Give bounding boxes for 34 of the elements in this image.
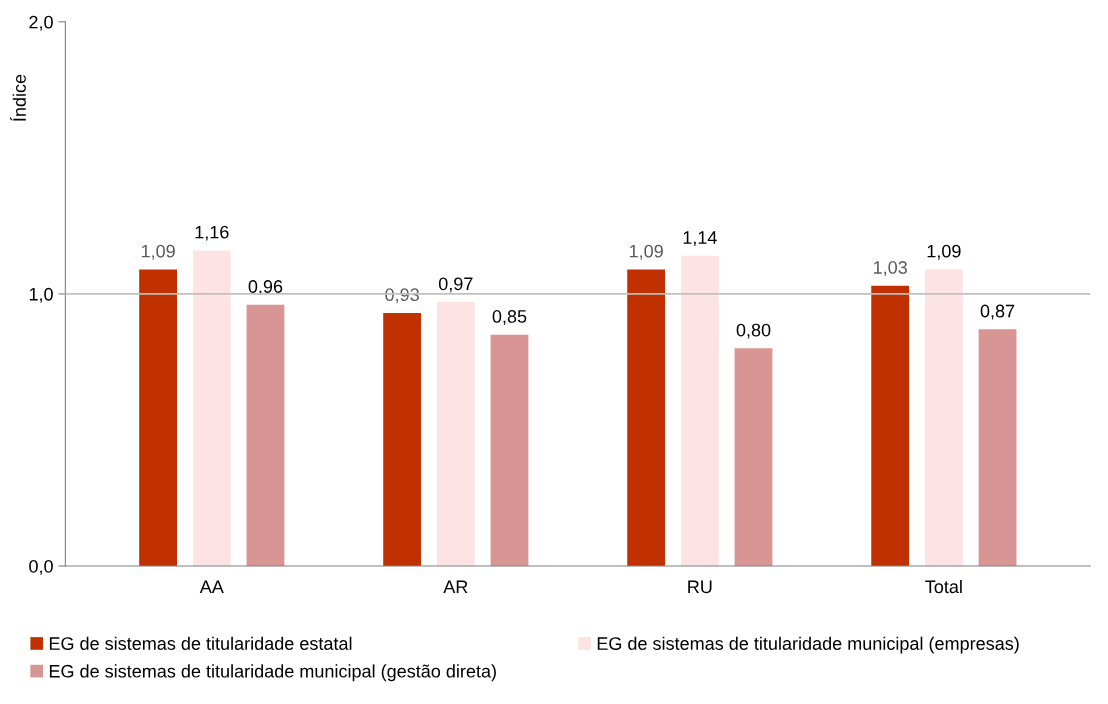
data-label: 0,97 [438,277,473,293]
bar [192,250,231,567]
x-tick-label: RU [688,580,712,594]
data-label: 0,96 [248,280,283,296]
data-label: 0,85 [492,310,527,325]
bar [436,302,475,567]
legend-label: EG de sistemas de titularidade estatal [49,636,352,650]
bar [680,255,719,567]
legend-label: EG de sistemas de titularidade municipal (gestão direta) [49,664,496,682]
bar [490,334,529,567]
data-label: 1,14 [683,231,717,247]
legend-label: EG de sistemas de titularidade municipal (empresas) [597,636,1019,654]
y-tick-label: 1,0 [29,287,53,303]
data-label: 1,16 [195,225,229,241]
x-tick-label: AR [443,580,468,593]
data-label: 0,80 [736,323,771,339]
bar [246,304,285,567]
bar [978,329,1017,567]
bar [924,269,963,567]
data-label: 1,09 [629,244,663,260]
data-label: 1,09 [141,244,175,260]
data-label: 0,87 [980,304,1015,320]
data-label: 1,09 [927,244,961,260]
bar [734,348,773,567]
bar [139,269,178,567]
bar [383,312,422,567]
x-tick-label: Total [925,579,962,594]
y-axis-title: Índice [10,74,26,121]
y-tick-label: 0,0 [29,559,53,575]
bar [627,269,666,567]
data-label: 1,03 [873,261,907,276]
y-tick-label: 2,0 [29,15,53,31]
bar [871,285,910,567]
x-tick-label: AA [199,580,224,593]
